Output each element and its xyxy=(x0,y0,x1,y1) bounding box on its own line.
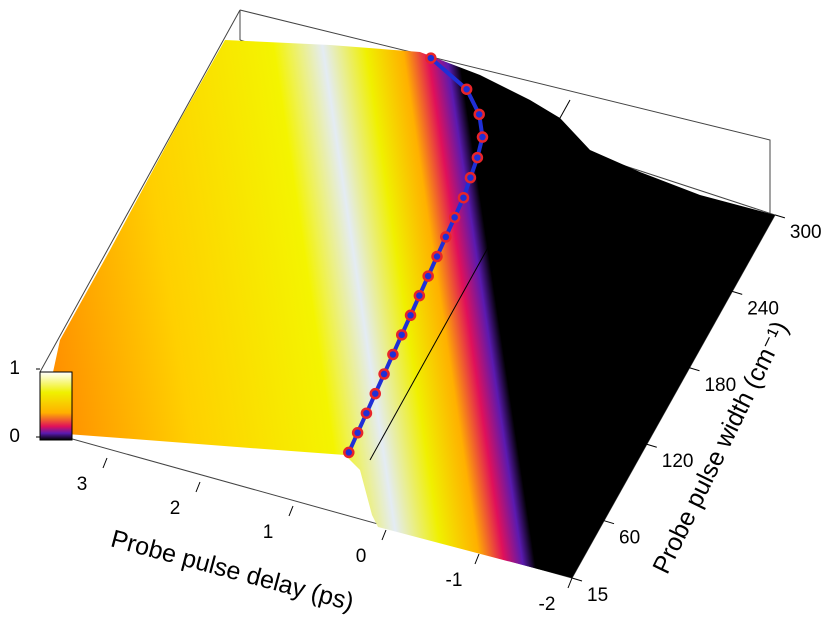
ridge-marker xyxy=(471,151,484,164)
x-tick xyxy=(288,505,294,517)
z-tick-label: 1 xyxy=(9,358,20,379)
y-tick xyxy=(646,443,657,448)
ridge-marker xyxy=(425,52,437,64)
ridge-marker xyxy=(448,211,461,224)
y-tick xyxy=(689,367,700,372)
colorbar xyxy=(39,371,73,441)
x-tick-label: 0 xyxy=(356,546,367,567)
x-tick xyxy=(102,457,108,469)
ridge-marker xyxy=(431,250,443,263)
ridge-marker xyxy=(378,368,390,380)
ridge-marker xyxy=(343,446,355,459)
x-tick-label: 1 xyxy=(263,522,274,543)
x-tick-label: -2 xyxy=(539,594,556,615)
x-tick-label: 3 xyxy=(77,474,88,495)
ridge-marker xyxy=(360,407,373,419)
z-tick-label: 0 xyxy=(9,426,20,447)
ridge-marker xyxy=(473,108,485,121)
x-tick xyxy=(567,577,573,589)
ridge-marker xyxy=(460,83,473,95)
ridge-marker xyxy=(440,231,452,243)
ridge-marker xyxy=(369,387,382,400)
y-tick-label: 60 xyxy=(619,528,640,549)
y-tick-label: 300 xyxy=(790,222,822,243)
x-tick xyxy=(474,553,480,565)
ridge-marker xyxy=(351,427,364,439)
ridge-marker xyxy=(457,191,470,204)
y-tick-label: 180 xyxy=(704,375,736,396)
y-tick xyxy=(774,214,786,219)
ridge-marker xyxy=(413,289,426,302)
x-tick xyxy=(195,481,201,493)
x-tick xyxy=(381,529,387,541)
y-tick xyxy=(571,577,583,582)
surface xyxy=(40,40,775,578)
ridge-marker xyxy=(476,131,489,143)
y-tick xyxy=(732,290,743,295)
ridge-marker xyxy=(464,171,477,184)
ridge-line xyxy=(369,99,571,461)
x-axis-label: Probe pulse delay (ps) xyxy=(108,525,357,617)
ridge-marker xyxy=(387,348,399,361)
y-tick xyxy=(603,520,615,525)
y-tick-label: 120 xyxy=(662,451,694,472)
y-tick-label: 15 xyxy=(587,585,608,606)
ridge-marker xyxy=(422,270,434,282)
ridge-marker xyxy=(395,329,408,341)
y-tick-label: 240 xyxy=(747,298,779,319)
x-tick-label: 2 xyxy=(170,498,181,519)
x-tick-label: -1 xyxy=(446,570,463,591)
ridge-marker xyxy=(404,309,417,322)
